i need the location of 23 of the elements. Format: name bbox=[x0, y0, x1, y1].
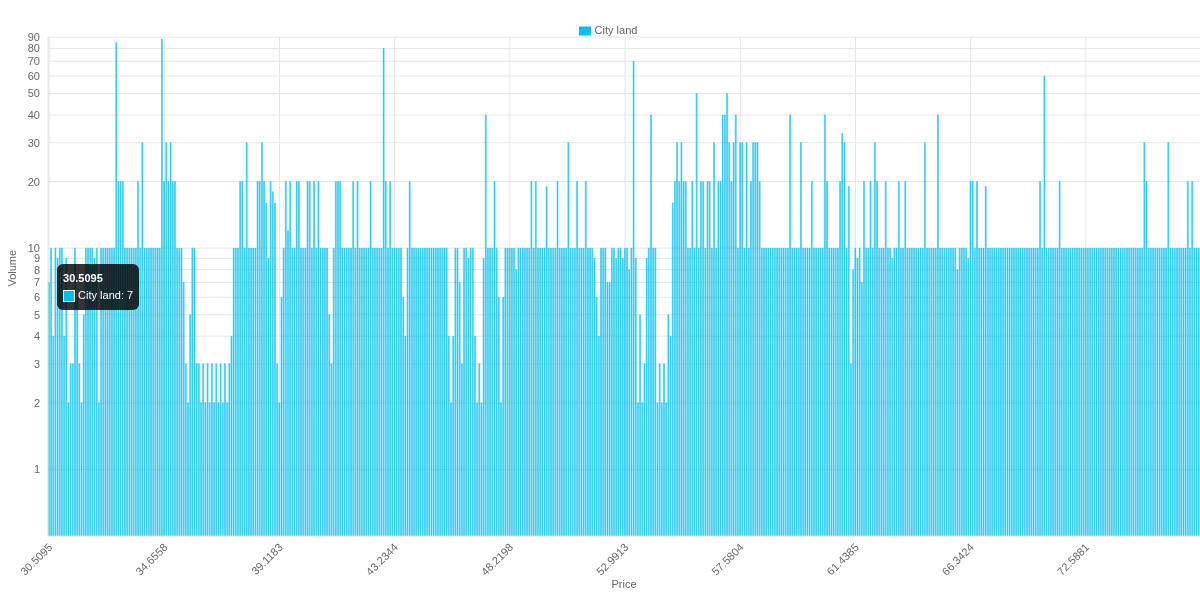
y-tick-label: 80 bbox=[27, 42, 40, 55]
y-tick-label: 40 bbox=[27, 108, 40, 121]
y-tick-label: 70 bbox=[27, 55, 40, 68]
y-tick-label: 8 bbox=[33, 263, 40, 276]
annotation: City land: 7 bbox=[77, 288, 134, 303]
y-tick-label: 7 bbox=[33, 276, 40, 289]
y-tick-label: 4 bbox=[33, 330, 40, 343]
y-tick-label: 2 bbox=[33, 396, 40, 409]
y-tick-label: 60 bbox=[27, 69, 40, 82]
y-tick-label: 10 bbox=[27, 242, 40, 255]
y-tick-label: 3 bbox=[33, 357, 40, 370]
y-tick-label: 9 bbox=[33, 252, 40, 265]
legend-label: City land bbox=[594, 24, 638, 36]
y-tick-label: 5 bbox=[33, 308, 40, 321]
y-tick-label: 50 bbox=[27, 87, 40, 100]
y-tick-label: 20 bbox=[27, 175, 40, 188]
y-tick-label: 30 bbox=[27, 136, 40, 149]
y-tick-label: 1 bbox=[33, 463, 40, 476]
x-axis-title: Price bbox=[611, 578, 637, 590]
annotation: 30.5095 bbox=[63, 271, 104, 286]
y-tick-label: 6 bbox=[33, 291, 40, 304]
y-tick-label: 90 bbox=[27, 31, 40, 43]
y-axis-title: Volume bbox=[5, 249, 18, 287]
